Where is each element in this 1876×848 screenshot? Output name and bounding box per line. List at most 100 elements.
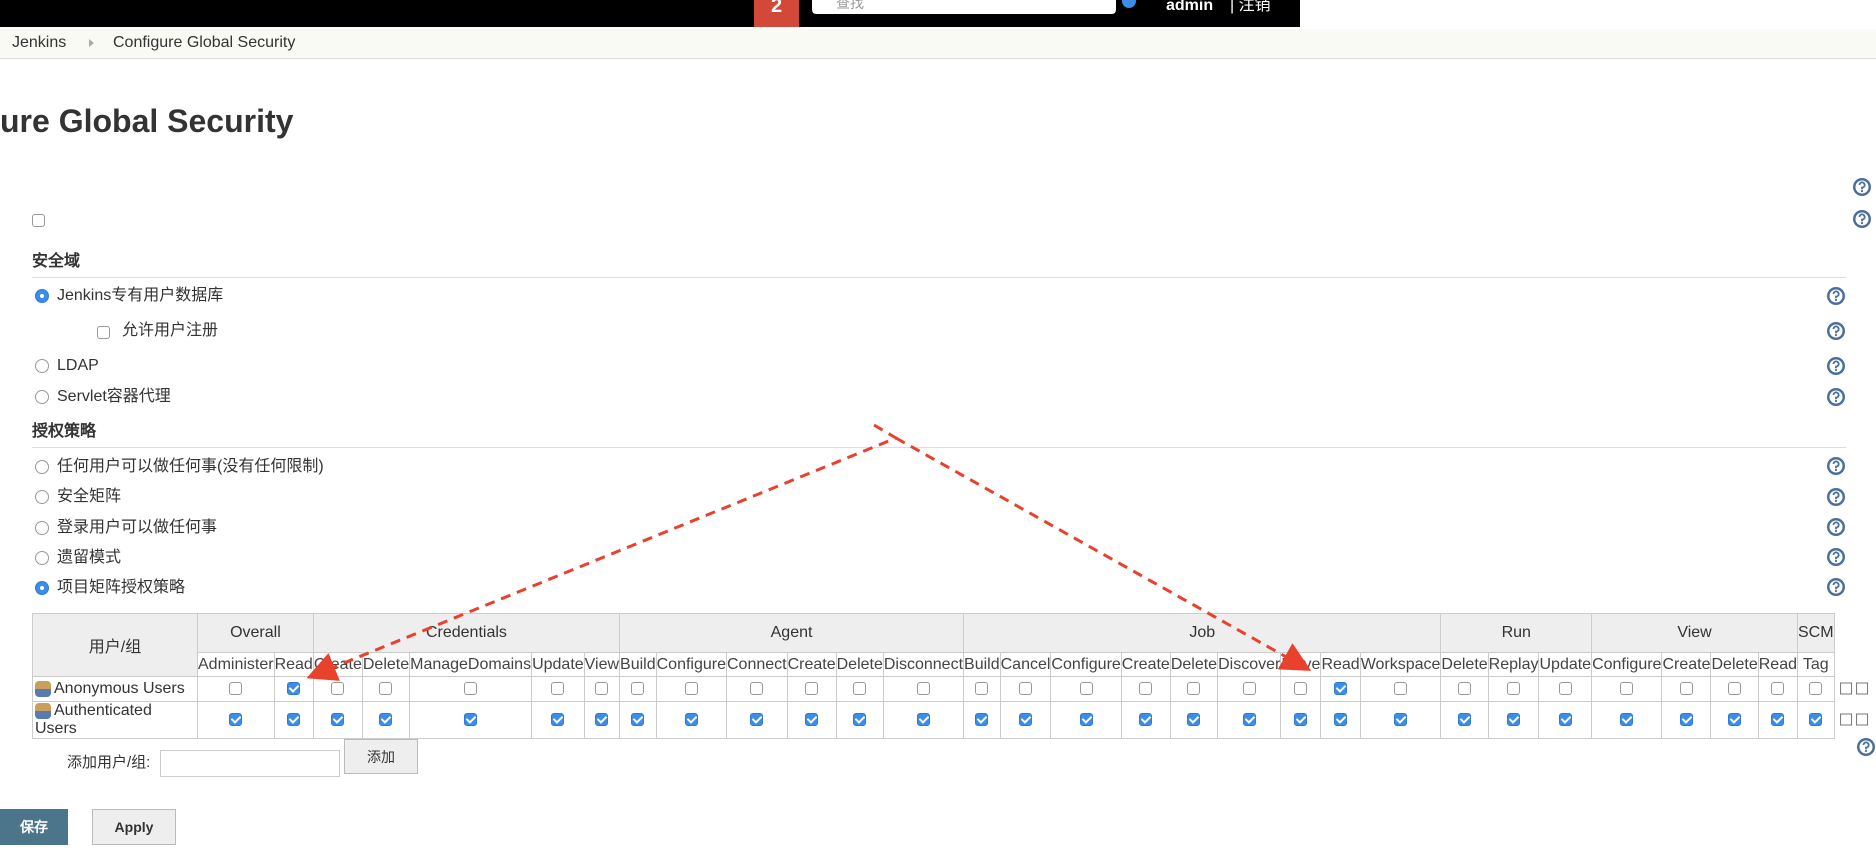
checkbox[interactable] [1394,713,1408,727]
checkbox[interactable] [750,713,764,727]
help-icon[interactable] [1827,457,1845,475]
checkbox[interactable] [631,682,645,696]
radio[interactable] [35,551,49,565]
checkbox[interactable] [1294,713,1308,727]
checkbox[interactable] [1394,682,1408,696]
help-icon[interactable] [1827,322,1845,340]
checkbox[interactable] [916,713,930,727]
help-icon[interactable] [1827,578,1845,596]
checkbox[interactable] [805,713,819,727]
checkbox[interactable] [1334,713,1348,727]
row-action-icon[interactable] [1840,713,1853,726]
radio[interactable] [35,390,49,404]
radio[interactable] [35,289,49,303]
save-button[interactable]: 保存 [0,809,68,845]
checkbox[interactable] [1728,682,1742,696]
checkbox[interactable] [1019,713,1033,727]
row-action-icon[interactable] [1856,682,1869,695]
checkbox[interactable] [1679,713,1693,727]
checkbox[interactable] [32,214,45,228]
checkbox[interactable] [1507,682,1521,696]
badge[interactable]: 2 [754,0,799,27]
checkbox[interactable] [853,713,867,727]
apply-button[interactable]: Apply [92,809,176,845]
help-icon[interactable] [1827,388,1845,406]
checkbox[interactable] [1558,713,1572,727]
checkbox[interactable] [853,682,867,696]
search-box[interactable]: 查找 [812,0,1116,14]
checkbox[interactable] [1242,682,1256,696]
checkbox[interactable] [331,682,345,696]
checkbox[interactable] [1809,713,1823,727]
add-button[interactable]: 添加 [344,739,418,774]
row-action-icon[interactable] [1840,682,1853,695]
check-cell [963,701,1001,739]
checkbox[interactable] [975,682,989,696]
checkbox[interactable] [631,713,645,727]
radio[interactable] [35,581,49,595]
help-icon[interactable] [1853,210,1871,228]
checkbox[interactable] [331,713,345,727]
checkbox[interactable] [1507,713,1521,727]
checkbox[interactable] [379,682,393,696]
help-icon[interactable] [1857,738,1875,756]
checkbox[interactable] [916,682,930,696]
checkbox[interactable] [684,682,698,696]
checkbox[interactable] [1187,682,1201,696]
checkbox[interactable] [1294,682,1308,696]
checkbox[interactable] [1139,713,1153,727]
checkbox[interactable] [1620,713,1634,727]
row-action-icon[interactable] [1856,713,1869,726]
checkbox[interactable] [551,682,565,696]
radio[interactable] [35,521,49,535]
help-icon[interactable] [1827,518,1845,536]
checkbox[interactable] [684,713,698,727]
checkbox[interactable] [1458,682,1472,696]
checkbox[interactable] [1620,682,1634,696]
checkbox[interactable] [1019,682,1033,696]
help-icon[interactable] [1827,488,1845,506]
checkbox[interactable] [1809,682,1823,696]
add-user-input[interactable] [160,750,340,777]
checkbox[interactable] [1458,713,1472,727]
checkbox[interactable] [287,682,301,696]
checkbox[interactable] [229,713,243,727]
breadcrumb-item[interactable]: Configure Global Security [113,34,296,51]
checkbox[interactable] [1139,682,1153,696]
checkbox[interactable] [1187,713,1201,727]
help-icon[interactable] [1827,548,1845,566]
checkbox[interactable] [750,682,764,696]
breadcrumb-item[interactable]: Jenkins [12,34,67,51]
checkbox[interactable] [1334,682,1348,696]
help-icon[interactable] [1827,357,1845,375]
checkbox[interactable] [1242,713,1256,727]
checkbox[interactable] [229,682,243,696]
checkbox[interactable] [287,713,301,727]
checkbox[interactable] [1728,713,1742,727]
checkbox[interactable] [1771,713,1785,727]
checkbox[interactable] [1079,713,1093,727]
checkbox[interactable] [1558,682,1572,696]
checkbox[interactable] [464,713,478,727]
checkbox[interactable] [97,326,110,340]
help-icon[interactable] [1853,178,1871,196]
checkbox[interactable] [551,713,565,727]
help-mark [1832,581,1840,590]
search-help[interactable] [1122,0,1136,8]
checkbox[interactable] [1771,682,1785,696]
checkbox[interactable] [464,682,478,696]
user-link[interactable]: admin [1166,0,1214,14]
checkbox[interactable] [1079,682,1093,696]
radio[interactable] [35,359,49,373]
radio[interactable] [35,460,49,474]
checkbox[interactable] [595,713,609,727]
checkbox[interactable] [1679,682,1693,696]
permission-header: Configure [1050,652,1122,677]
checkbox[interactable] [975,713,989,727]
radio[interactable] [35,490,49,504]
help-icon[interactable] [1827,287,1845,305]
checkbox[interactable] [379,713,393,727]
checkbox[interactable] [805,682,819,696]
logout-link[interactable]: | 注销 [1230,0,1271,14]
checkbox[interactable] [595,682,609,696]
